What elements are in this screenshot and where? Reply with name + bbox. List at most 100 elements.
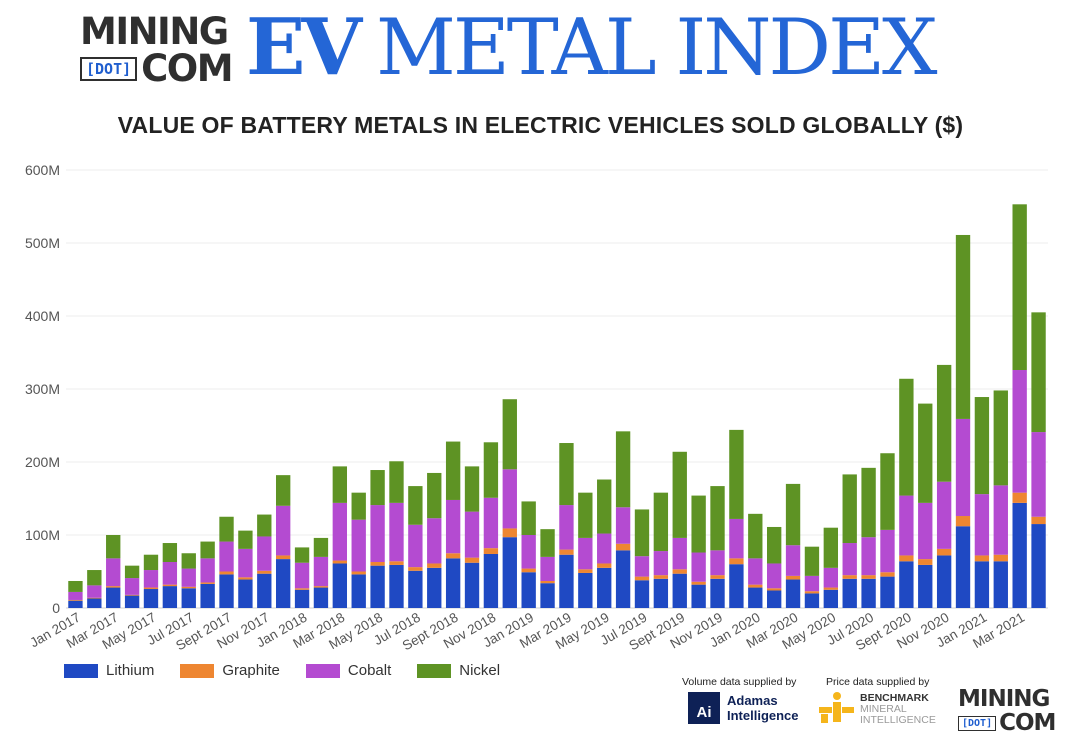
bar-segment-graphite <box>691 581 706 585</box>
bar-segment-nickel <box>1012 204 1027 371</box>
bar-segment-graphite <box>785 575 801 580</box>
bar-segment-nickel <box>710 486 725 551</box>
legend-swatch-lithium <box>64 663 98 678</box>
bar-segment-lithium <box>710 578 725 608</box>
bar-segment-cobalt <box>559 505 574 550</box>
bar-segment-lithium <box>785 579 801 608</box>
bar-segment-cobalt <box>408 524 423 568</box>
bar-stack <box>87 570 102 608</box>
bar-segment-lithium <box>540 583 555 608</box>
bar-segment-nickel <box>257 514 272 537</box>
bar-stack <box>559 443 574 608</box>
bar-segment-cobalt <box>68 591 83 600</box>
bar-segment-cobalt <box>181 568 196 587</box>
legend-item-cobalt: Cobalt <box>305 662 391 679</box>
bar-segment-lithium <box>351 574 366 608</box>
bar-segment-cobalt <box>653 551 669 576</box>
legend-label-nickel: Nickel <box>459 662 501 679</box>
bar-segment-cobalt <box>615 507 631 544</box>
bar-segment-lithium <box>445 558 461 608</box>
bar-segment-cobalt <box>691 552 706 582</box>
bar-segment-nickel <box>275 475 291 506</box>
bar-stack <box>748 513 763 608</box>
y-tick-label: 0 <box>52 600 60 616</box>
bar-segment-nickel <box>918 403 933 503</box>
bar-segment-lithium <box>918 564 933 608</box>
bar-segment-lithium <box>974 561 990 608</box>
adamas-intelligence-logo: Ai Adamas Intelligence <box>688 692 799 724</box>
y-axis-ticks: 0 100M 200M 300M 400M 500M 600M <box>25 162 60 616</box>
bar-segment-graphite <box>464 557 480 563</box>
bar-segment-nickel <box>181 553 196 569</box>
bar-segment-lithium <box>615 550 631 608</box>
bar-segment-graphite <box>238 577 253 580</box>
bar-segment-nickel <box>842 474 857 544</box>
bar-segment-graphite <box>370 562 385 566</box>
bar-segment-graphite <box>162 584 178 587</box>
bar-segment-graphite <box>275 555 291 560</box>
bar-segment-lithium <box>1031 524 1046 608</box>
bar-stack <box>106 535 121 608</box>
bar-segment-lithium <box>936 555 952 608</box>
bar-segment-cobalt <box>974 494 990 556</box>
bar-stack <box>804 546 820 608</box>
bar-segment-lithium <box>559 554 574 608</box>
bar-segment-nickel <box>691 495 706 553</box>
bar-segment-lithium <box>200 583 215 608</box>
bar-segment-graphite <box>483 548 499 554</box>
bar-segment-graphite <box>766 588 782 591</box>
legend-item-nickel: Nickel <box>417 662 500 679</box>
bar-segment-cobalt <box>899 495 914 556</box>
bar-stack <box>275 475 291 608</box>
bar-segment-cobalt <box>672 537 687 570</box>
bar-segment-nickel <box>804 546 820 576</box>
bar-segment-lithium <box>219 574 234 608</box>
bar-segment-lithium <box>1012 502 1027 608</box>
bar-segment-nickel <box>936 364 952 482</box>
bar-segment-cobalt <box>162 562 178 585</box>
bar-segment-lithium <box>294 589 310 608</box>
bar-segment-graphite <box>313 586 329 588</box>
bar-segment-lithium <box>748 587 763 608</box>
bar-segment-nickel <box>370 470 385 506</box>
bar-segment-lithium <box>370 565 385 608</box>
bar-segment-graphite <box>748 584 763 588</box>
bar-segment-cobalt <box>748 558 763 585</box>
bar-stack <box>219 516 234 608</box>
bar-segment-nickel <box>87 570 102 586</box>
benchmark-line3: INTELLIGENCE <box>860 713 936 726</box>
bar-segment-lithium <box>143 589 159 608</box>
benchmark-line1: BENCHMARK <box>860 691 929 704</box>
bar-stack <box>974 397 990 608</box>
bar-stack <box>1031 312 1046 608</box>
bar-segment-lithium <box>181 588 196 608</box>
bar-segment-graphite <box>653 575 669 579</box>
bar-stack <box>294 547 310 608</box>
ev-wordmark: EV <box>246 2 362 93</box>
bar-segment-cobalt <box>1031 432 1046 517</box>
bar-segment-cobalt <box>880 529 895 573</box>
bar-segment-nickel <box>445 441 461 500</box>
bar-segment-nickel <box>672 451 687 538</box>
bar-segment-graphite <box>615 543 631 551</box>
bar-segment-cobalt <box>124 578 140 595</box>
bar-stack <box>483 442 499 608</box>
bar-segment-lithium <box>332 563 348 608</box>
bar-segment-nickel <box>634 509 650 557</box>
brand-com-text: COM <box>141 47 233 90</box>
bar-stack <box>389 461 404 608</box>
mining-dot-com-logo: MINING [DOT] COM <box>80 13 242 90</box>
bar-segment-lithium <box>408 570 423 608</box>
bar-segment-cobalt <box>785 545 801 576</box>
bar-segment-graphite <box>1031 516 1046 525</box>
bar-segment-graphite <box>634 576 650 581</box>
bar-stack <box>936 364 952 608</box>
bar-segment-nickel <box>68 580 83 592</box>
legend-item-graphite: Graphite <box>180 662 280 679</box>
bar-segment-lithium <box>993 561 1008 608</box>
bar-segment-graphite <box>899 555 914 562</box>
bar-segment-graphite <box>842 575 857 579</box>
bar-stack <box>766 526 782 608</box>
bar-segment-lithium <box>68 600 83 608</box>
